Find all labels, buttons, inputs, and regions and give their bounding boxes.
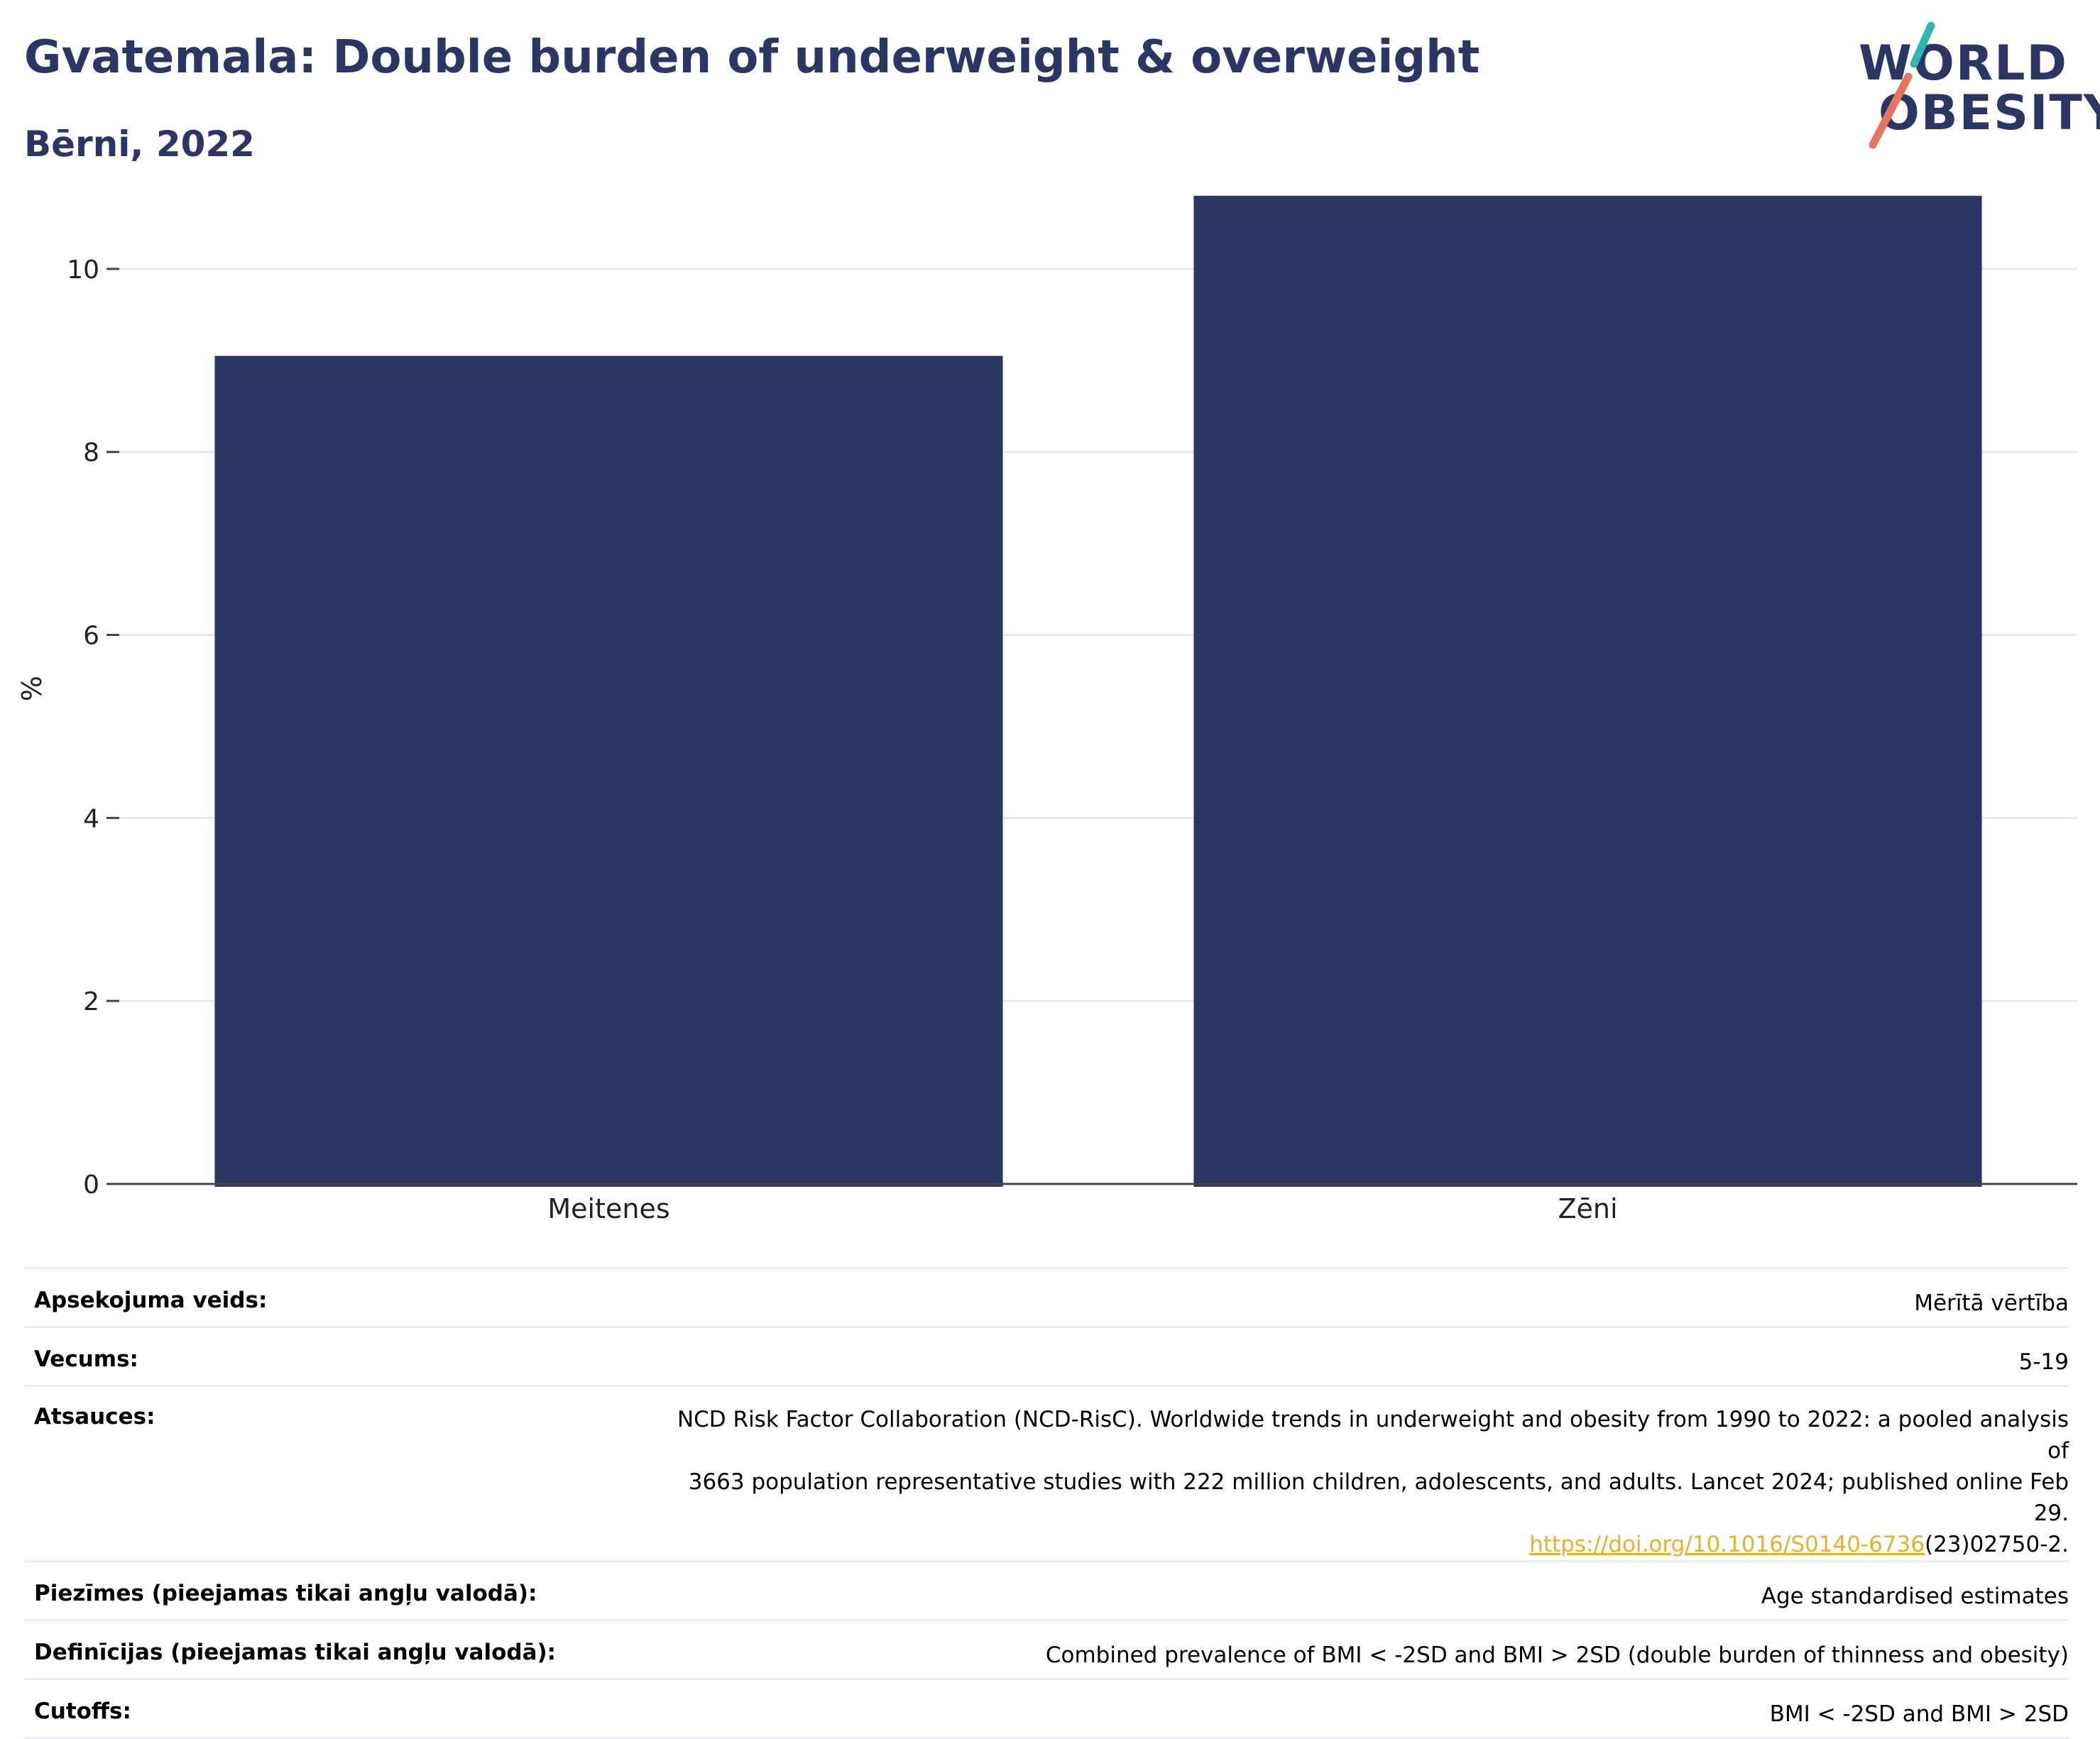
logo-word-world: WORLD (1859, 35, 2068, 92)
reference-doi-suffix: (23)02750-2. (1924, 1532, 2069, 1557)
reference-doi-link[interactable]: https://doi.org/10.1016/S0140-6736 (1529, 1532, 1925, 1557)
x-axis-ticks: Meitenes Zēni (547, 1193, 1617, 1221)
y-tick-label: 10 (67, 256, 99, 285)
logo-word-obesity: OBESITY (1878, 85, 2100, 141)
meta-row-definitions: Definīcijas (pieejamas tikai angļu valod… (24, 1619, 2069, 1679)
bar-chart: 0 2 4 6 8 10 Meitenes Zēni % (16, 195, 2077, 1221)
meta-value: 5-19 (673, 1326, 2069, 1386)
y-axis-label: % (16, 676, 48, 701)
bar-girls[interactable] (214, 356, 1003, 1187)
meta-label: Definīcijas (pieejamas tikai angļu valod… (24, 1619, 673, 1679)
meta-value: BMI < -2SD and BMI > 2SD (673, 1678, 2069, 1739)
meta-value: Mērītā vērtība (673, 1267, 2069, 1327)
reference-line-1: NCD Risk Factor Collaboration (NCD-RisC)… (677, 1407, 2069, 1464)
meta-row-references: Atsauces: NCD Risk Factor Collaboration … (24, 1385, 2069, 1562)
x-tick-label: Meitenes (547, 1193, 669, 1221)
meta-row-survey-type: Apsekojuma veids: Mērītā vērtība (24, 1267, 2069, 1327)
reference-line-2: 3663 population representative studies w… (688, 1469, 2069, 1526)
meta-row-age: Vecums: 5-19 (24, 1326, 2069, 1386)
y-tick-label: 4 (83, 804, 99, 833)
meta-label: Apsekojuma veids: (24, 1267, 673, 1327)
reference-line-3: https://doi.org/10.1016/S0140-6736(23)02… (673, 1529, 2069, 1560)
x-tick-label: Zēni (1558, 1193, 1617, 1221)
meta-label: Piezīmes (pieejamas tikai angļu valodā): (24, 1560, 673, 1620)
logo-slash-icon (1869, 21, 1935, 149)
y-axis-ticks: 0 2 4 6 8 10 (67, 256, 119, 1200)
meta-value: Combined prevalence of BMI < -2SD and BM… (673, 1619, 2069, 1679)
meta-label: Cutoffs: (24, 1678, 673, 1739)
meta-label: Vecums: (24, 1326, 673, 1386)
chart-bars (214, 195, 1982, 1187)
meta-label: Atsauces: (24, 1385, 673, 1562)
y-tick-label: 0 (83, 1170, 99, 1200)
meta-row-cutoffs: Cutoffs: BMI < -2SD and BMI > 2SD (24, 1678, 2069, 1739)
chart-title: Gvatemala: Double burden of underweight … (24, 31, 1480, 84)
y-tick-label: 6 (83, 622, 99, 651)
world-obesity-logo[interactable]: WORLD OBESITY (1853, 20, 2100, 155)
meta-row-notes: Piezīmes (pieejamas tikai angļu valodā):… (24, 1560, 2069, 1620)
bar-boys[interactable] (1193, 195, 1982, 1187)
metadata-table: Apsekojuma veids: Mērītā vērtība Vecums:… (24, 1267, 2069, 1739)
y-tick-label: 2 (83, 987, 99, 1016)
y-tick-label: 8 (83, 439, 99, 468)
meta-value: NCD Risk Factor Collaboration (NCD-RisC)… (673, 1385, 2069, 1562)
chart-subtitle: Bērni, 2022 (24, 124, 255, 165)
meta-value: Age standardised estimates (673, 1560, 2069, 1620)
